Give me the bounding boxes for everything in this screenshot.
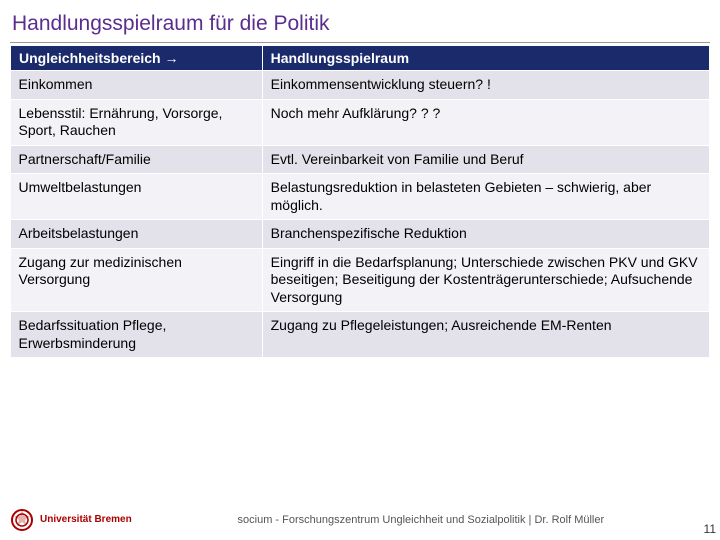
cell-right: Branchenspezifische Reduktion (262, 220, 709, 249)
header-left: Ungleichheitsbereich → (11, 46, 263, 71)
logo-icon (10, 508, 34, 532)
cell-right: Eingriff in die Bedarfsplanung; Untersch… (262, 248, 709, 312)
header-left-text: Ungleichheitsbereich (19, 50, 164, 66)
table-row: Umweltbelastungen Belastungsreduktion in… (11, 174, 710, 220)
slide-title: Handlungsspielraum für die Politik (10, 8, 710, 43)
cell-left: Partnerschaft/Familie (11, 145, 263, 174)
cell-left: Umweltbelastungen (11, 174, 263, 220)
table-row: Arbeitsbelastungen Branchenspezifische R… (11, 220, 710, 249)
table-body: Einkommen Einkommensentwicklung steuern?… (11, 71, 710, 358)
slide-footer: Universität Bremen socium - Forschungsze… (0, 508, 720, 532)
slide-container: Handlungsspielraum für die Politik Ungle… (0, 0, 720, 358)
cell-right: Noch mehr Aufklärung? ? ? (262, 99, 709, 145)
cell-left: Einkommen (11, 71, 263, 100)
page-number: 11 (704, 522, 716, 536)
arrow-icon: → (164, 50, 178, 66)
university-name: Universität Bremen (40, 515, 132, 525)
cell-left: Arbeitsbelastungen (11, 220, 263, 249)
cell-right: Belastungsreduktion in belasteten Gebiet… (262, 174, 709, 220)
table-row: Zugang zur medizinischen Versorgung Eing… (11, 248, 710, 312)
table-row: Lebensstil: Ernährung, Vorsorge, Sport, … (11, 99, 710, 145)
table-row: Partnerschaft/Familie Evtl. Vereinbarkei… (11, 145, 710, 174)
cell-left: Zugang zur medizinischen Versorgung (11, 248, 263, 312)
table-header-row: Ungleichheitsbereich → Handlungsspielrau… (11, 46, 710, 71)
cell-right: Evtl. Vereinbarkeit von Familie und Beru… (262, 145, 709, 174)
cell-right: Zugang zu Pflegeleistungen; Ausreichende… (262, 312, 709, 358)
table-row: Bedarfssituation Pflege, Erwerbsminderun… (11, 312, 710, 358)
header-right: Handlungsspielraum (262, 46, 709, 71)
cell-left: Lebensstil: Ernährung, Vorsorge, Sport, … (11, 99, 263, 145)
table-row: Einkommen Einkommensentwicklung steuern?… (11, 71, 710, 100)
cell-left: Bedarfssituation Pflege, Erwerbsminderun… (11, 312, 263, 358)
cell-right: Einkommensentwicklung steuern? ! (262, 71, 709, 100)
university-logo: Universität Bremen (10, 508, 132, 532)
footer-attribution: socium - Forschungszentrum Ungleichheit … (132, 514, 710, 526)
policy-table: Ungleichheitsbereich → Handlungsspielrau… (10, 45, 710, 358)
